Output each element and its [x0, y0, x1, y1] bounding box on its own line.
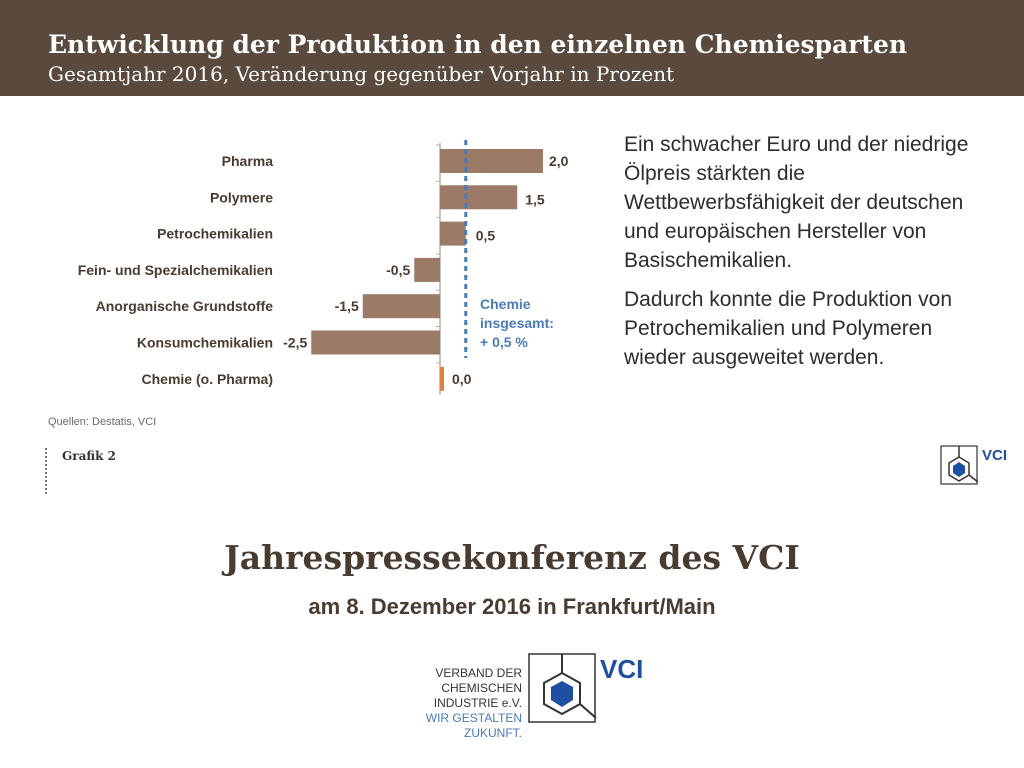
value-label: 0,5 [476, 228, 496, 244]
bar [362, 294, 440, 319]
value-label: -1,5 [335, 298, 359, 314]
vci-logo-large-hexagon-fill [551, 681, 573, 707]
org-line-2: CHEMISCHEN INDUSTRIE e.V. [433, 681, 522, 710]
vci-logo-hexagon-fill [953, 462, 965, 477]
bar [311, 330, 440, 355]
source-note: Quellen: Destatis, VCI [48, 416, 157, 428]
category-label: Pharma [222, 153, 274, 169]
chart-title: Entwicklung der Produktion in den einzel… [48, 30, 908, 59]
vci-logo-small: VCI [940, 445, 1007, 485]
commentary-paragraph-2: Dadurch konnte die Produktion von Petroc… [624, 288, 953, 369]
event-subtitle: am 8. Dezember 2016 in Frankfurt/Main [308, 594, 716, 619]
reference-line-label: Chemie [480, 296, 531, 312]
commentary-text: Ein schwacher Euro und der niedrige Ölpr… [624, 130, 994, 382]
event-title: Jahrespressekonferenz des VCI [224, 538, 800, 577]
category-label: Petrochemikalien [157, 226, 273, 242]
grafik-marker [45, 448, 47, 496]
bar [414, 257, 440, 282]
org-name: VERBAND DER CHEMISCHEN INDUSTRIE e.V. WI… [376, 666, 522, 741]
value-label: 0,0 [452, 371, 472, 387]
vci-logo-large-leg [579, 703, 597, 719]
value-label: 2,0 [549, 153, 569, 169]
vci-logo-large: VCI [528, 653, 643, 723]
vci-logo-leg [968, 474, 979, 483]
vci-logo-large-text: VCI [600, 654, 643, 684]
value-label: 1,5 [525, 191, 545, 207]
footer-logo: VERBAND DER CHEMISCHEN INDUSTRIE e.V. WI… [376, 652, 656, 740]
chart-subtitle: Gesamtjahr 2016, Veränderung gegenüber V… [48, 62, 675, 86]
category-label: Konsumchemikalien [137, 335, 273, 351]
value-label: -0,5 [386, 262, 410, 278]
value-label: -2,5 [283, 335, 307, 351]
bar [440, 221, 466, 246]
category-label: Chemie (o. Pharma) [142, 371, 273, 387]
commentary-paragraph-1: Ein schwacher Euro und der niedrige Ölpr… [624, 133, 969, 272]
bar-chart: Pharma 2,0 Polymere 1,5 Petrochemikalien 0,5 F… [78, 140, 569, 395]
category-label: Anorganische Grundstoffe [96, 298, 274, 314]
header-banner: Entwicklung der Produktion in den einzel… [0, 0, 1024, 96]
bar [440, 185, 518, 210]
bar [440, 149, 543, 173]
org-slogan: WIR GESTALTEN ZUKUNFT. [425, 711, 522, 740]
vci-logo-text: VCI [982, 447, 1007, 464]
reference-line-label: insgesamt: [480, 315, 554, 331]
category-label: Fein- und Spezialchemikalien [78, 262, 273, 278]
bar [440, 366, 444, 391]
category-label: Polymere [210, 189, 273, 205]
grafik-label: Grafik 2 [62, 449, 116, 463]
org-line-1: VERBAND DER [435, 666, 522, 680]
reference-line-label: + 0,5 % [480, 334, 528, 350]
